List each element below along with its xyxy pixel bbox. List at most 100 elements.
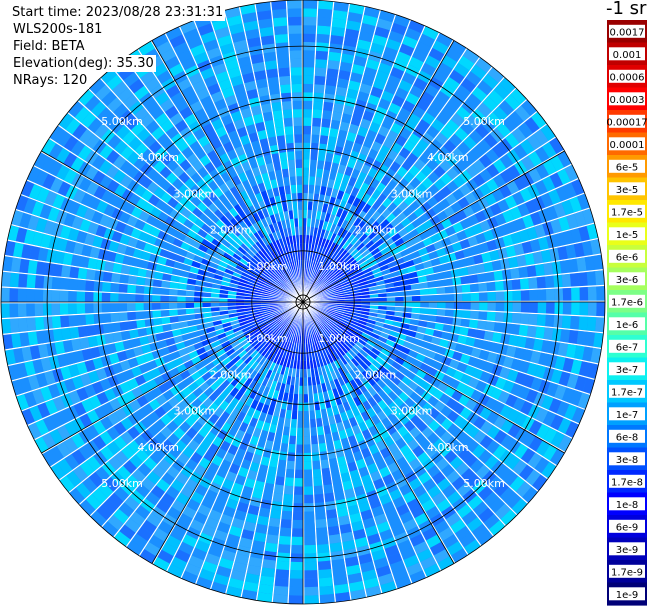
field-cell: [122, 224, 134, 236]
field-cell: [258, 507, 271, 518]
field-cell: [178, 171, 191, 184]
field-cell: [303, 234, 307, 244]
field-cell: [70, 157, 85, 172]
field-cell: [316, 426, 324, 436]
field-cell: [129, 454, 143, 469]
field-cell: [340, 229, 349, 239]
field-cell: [11, 257, 22, 273]
field-cell: [283, 366, 289, 376]
field-cell: [44, 190, 58, 206]
field-cell: [18, 273, 28, 288]
field-cell: [355, 271, 365, 278]
field-cell: [417, 275, 428, 283]
field-cell: [366, 490, 379, 502]
field-cell: [341, 365, 349, 375]
field-cell: [157, 458, 171, 472]
field-cell: [179, 270, 190, 278]
field-cell: [221, 422, 232, 433]
field-cell: [272, 354, 280, 364]
field-cell: [189, 100, 203, 114]
field-cell: [244, 355, 253, 365]
field-cell: [102, 313, 112, 323]
field-cell: [303, 176, 309, 185]
field-cell: [559, 260, 570, 274]
field-cell: [279, 229, 286, 239]
field-cell: [326, 324, 335, 332]
field-cell: [350, 187, 360, 198]
field-cell: [290, 252, 295, 262]
field-cell: [346, 257, 355, 265]
field-cell: [426, 366, 438, 377]
field-cell: [513, 176, 527, 191]
field-cell: [415, 353, 426, 363]
field-cell: [415, 41, 432, 55]
field-cell: [309, 418, 317, 428]
field-cell: [245, 367, 254, 377]
field-cell: [530, 211, 542, 226]
field-cell: [185, 427, 198, 439]
field-cell: [389, 161, 401, 173]
field-cell: [354, 134, 366, 146]
field-cell: [154, 431, 167, 445]
field-cell: [279, 527, 292, 537]
field-cell: [210, 302, 220, 307]
field-cell: [2, 256, 13, 272]
field-cell: [345, 556, 359, 567]
field-cell: [235, 400, 245, 411]
field-cell: [248, 97, 261, 108]
field-cell: [182, 506, 197, 519]
field-cell: [222, 321, 232, 328]
field-cell: [208, 352, 219, 362]
field-cell: [71, 254, 82, 267]
field-cell: [344, 363, 353, 373]
field-cell: [128, 78, 145, 94]
field-cell: [121, 445, 135, 460]
field-cell: [275, 327, 282, 335]
field-cell: [153, 271, 164, 280]
field-cell: [56, 164, 70, 181]
field-cell: [481, 340, 492, 351]
field-cell: [259, 26, 274, 37]
field-cell: [418, 379, 430, 391]
field-cell: [578, 272, 588, 287]
field-cell: [477, 102, 492, 118]
field-cell: [371, 141, 383, 153]
field-cell: [263, 314, 273, 320]
field-cell: [231, 175, 242, 186]
field-cell: [179, 397, 191, 409]
field-cell: [425, 384, 437, 395]
field-cell: [393, 14, 410, 28]
field-cell: [258, 356, 267, 366]
field-cell: [502, 234, 514, 247]
field-cell: [255, 252, 264, 261]
field-cell: [58, 113, 74, 130]
field-cell: [407, 438, 420, 451]
field-cell: [432, 329, 443, 339]
field-cell: [452, 277, 462, 286]
colorbar-tick-box: [609, 564, 645, 578]
field-cell: [279, 356, 285, 366]
field-cell: [355, 341, 365, 350]
field-cell: [102, 323, 113, 334]
field-cell: [455, 462, 470, 476]
field-cell: [360, 23, 376, 35]
field-cell: [364, 418, 375, 429]
field-cell: [303, 360, 307, 370]
field-cell: [111, 362, 123, 375]
field-cell: [407, 212, 418, 223]
field-cell: [422, 356, 434, 367]
field-cell: [478, 349, 490, 361]
field-cell: [290, 244, 295, 253]
field-cell: [394, 356, 405, 366]
field-cell: [185, 251, 196, 260]
field-cell: [253, 267, 263, 275]
field-cell: [516, 336, 527, 348]
field-cell: [224, 122, 236, 134]
field-cell: [357, 220, 366, 230]
field-cell: [320, 408, 328, 418]
field-cell: [478, 183, 492, 197]
field-cell: [470, 347, 482, 359]
field-cell: [419, 362, 431, 373]
colorbar-tick-label: 1e-7: [616, 410, 639, 421]
field-cell: [235, 447, 246, 459]
